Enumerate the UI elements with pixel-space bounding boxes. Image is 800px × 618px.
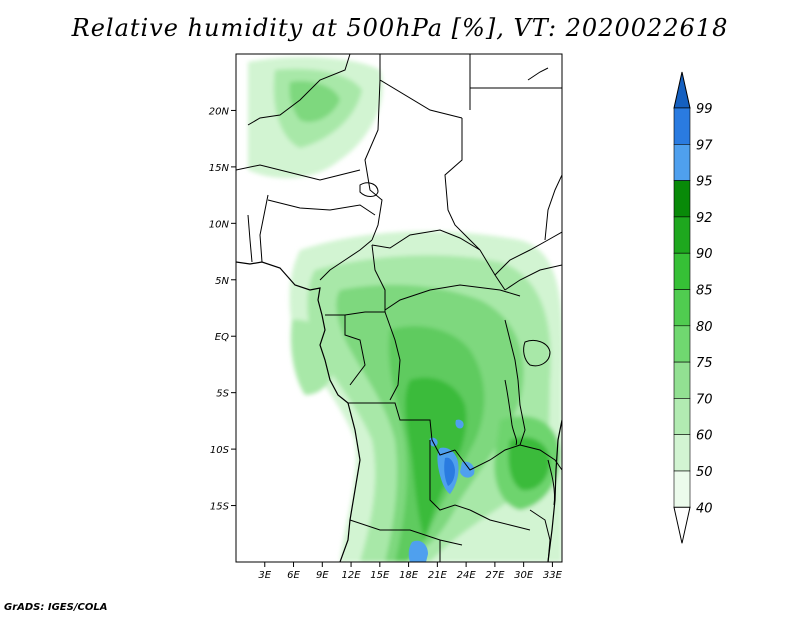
colorbar-label: 99 (696, 102, 713, 117)
longitude-axis: 3E 6E 9E 12E 15E 18E 21E 24E 27E 30E 33E (258, 562, 563, 581)
colorbar-label: 95 (696, 175, 713, 190)
lat-tick-label: 15N (209, 163, 230, 174)
colorbar-label: 92 (696, 211, 713, 226)
border-nigeria-cameroon (319, 239, 373, 281)
lake-victoria (523, 339, 551, 367)
grads-credit: GrADS: IGES/COLA (4, 602, 108, 613)
lon-tick-label: 6E (287, 570, 300, 581)
humidity-region-west-coast (290, 319, 336, 395)
latitude-axis: 20N 15N 10N 5N EQ 5S 10S 15S (209, 106, 236, 513)
lat-tick-label: 5S (216, 389, 229, 400)
colorbar-label: 97 (696, 138, 713, 153)
colorbar-segment (673, 470, 691, 508)
lat-tick-label: 20N (209, 106, 230, 117)
lake-tanganyika (504, 379, 517, 446)
colorbar-segment (673, 252, 691, 290)
lat-tick-label: 10S (210, 445, 230, 456)
colorbar-segment (673, 325, 691, 363)
humidity-region-east-core (508, 437, 550, 491)
lat-tick-label: 15S (210, 502, 230, 513)
lon-tick-label: 30E (514, 570, 534, 581)
humidity-region-main-85 (405, 377, 467, 540)
border-algeria-libya (247, 54, 351, 126)
border-cameroon-car (371, 244, 386, 312)
colorbar-segment (673, 361, 691, 399)
border-zambia-zimbabwe (469, 509, 531, 531)
colorbar-segment (673, 398, 691, 435)
border-chad-car (371, 229, 481, 251)
colorbar-label: 40 (696, 501, 713, 516)
border-togo (247, 214, 253, 263)
red-sea-coast (527, 67, 549, 81)
border-south-sudan (494, 231, 562, 276)
colorbar-segment (673, 216, 691, 254)
coastline-west (236, 261, 361, 562)
lon-tick-label: 33E (543, 570, 563, 581)
border-congo-drc (384, 311, 401, 401)
humidity-region-95-c (460, 461, 475, 478)
lon-tick-label: 9E (316, 570, 329, 581)
coastline-east (547, 419, 562, 562)
colorbar-top-arrow (673, 71, 691, 109)
border-libya-chad (379, 54, 463, 119)
border-gabon-congo (344, 315, 366, 386)
colorbar-label: 70 (696, 392, 713, 407)
border-sudan-east (504, 264, 562, 291)
border-niger-chad (364, 79, 383, 241)
border-niger-mali (236, 164, 361, 181)
colorbar-segment (673, 107, 691, 145)
lat-tick-label: 10N (209, 219, 230, 230)
border-drc-tanzania (517, 379, 526, 446)
lon-tick-label: 3E (258, 570, 271, 581)
border-benin (259, 194, 269, 263)
colorbar-segment (673, 289, 691, 327)
lon-tick-label: 24E (457, 570, 477, 581)
lon-tick-label: 15E (370, 570, 390, 581)
colorbar-label: 80 (696, 320, 713, 335)
colorbar-label: 75 (696, 356, 713, 371)
lon-tick-label: 12E (342, 570, 362, 581)
border-sudan-ethiopia (544, 174, 562, 241)
colorbar-bottom-arrow (673, 506, 691, 544)
lon-tick-label: 18E (399, 570, 419, 581)
colorbar-label: 90 (696, 247, 713, 262)
border-angola-zambia (429, 440, 471, 511)
map-title: Relative humidity at 500hPa [%], VT: 202… (71, 14, 729, 42)
colorbar-label: 85 (696, 284, 713, 299)
humidity-region-north-core (289, 80, 340, 122)
lat-tick-label: EQ (215, 332, 229, 343)
humidity-region-95-b (444, 457, 455, 486)
border-drc-uganda (504, 319, 519, 381)
country-borders (236, 54, 562, 562)
border-drc-angola (348, 402, 456, 456)
colorbar-segment (673, 434, 691, 472)
map-frame (235, 53, 563, 563)
humidity-region-95-e (455, 419, 464, 429)
colorbar-label: 50 (696, 465, 713, 480)
colorbar-label: 60 (696, 429, 713, 444)
border-cameroon-gabon (325, 311, 385, 316)
border-niger-nigeria (267, 199, 376, 216)
humidity-field (248, 56, 562, 562)
lat-tick-label: 5N (215, 276, 229, 287)
border-drc-zambia (454, 444, 521, 471)
lon-tick-label: 21E (428, 570, 448, 581)
border-sudan-chad (444, 118, 481, 251)
border-angola-namibia (349, 519, 463, 546)
colorbar: 99 97 95 92 90 85 80 75 70 60 50 40 (673, 71, 713, 544)
colorbar-segment (673, 144, 691, 181)
border-car-drc (384, 284, 521, 311)
lake-chad (359, 182, 379, 197)
border-zambia-east (519, 444, 562, 471)
humidity-region-95-d (408, 540, 428, 562)
lon-tick-label: 27E (485, 570, 505, 581)
colorbar-segment (673, 180, 691, 218)
